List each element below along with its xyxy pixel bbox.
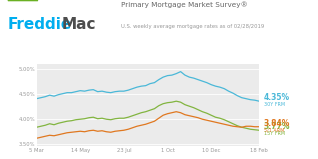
Text: Primary Mortgage Market Survey®: Primary Mortgage Market Survey® [121, 2, 248, 8]
Text: Mac: Mac [62, 17, 96, 32]
Text: 3.84%: 3.84% [264, 118, 290, 128]
Text: 30Y FRM: 30Y FRM [264, 102, 285, 107]
Text: 3.77%: 3.77% [264, 122, 290, 131]
Text: 15Y FRM: 15Y FRM [264, 131, 285, 136]
Polygon shape [8, 0, 38, 1]
Text: 4.35%: 4.35% [264, 93, 290, 102]
Text: U.S. weekly average mortgage rates as of 02/28/2019: U.S. weekly average mortgage rates as of… [121, 24, 264, 29]
Text: Freddie: Freddie [8, 17, 72, 32]
Text: 5/1 ARM: 5/1 ARM [264, 128, 284, 133]
